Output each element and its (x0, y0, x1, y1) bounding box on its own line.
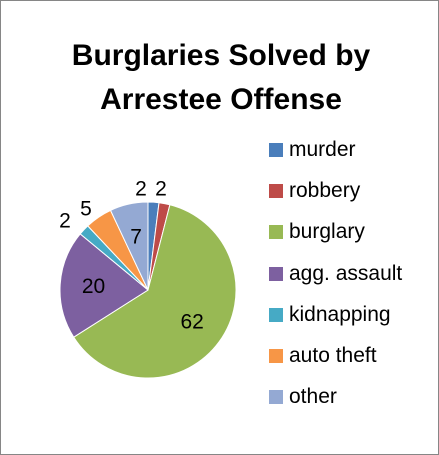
chart-title-line-2: Arrestee Offense (100, 83, 342, 116)
legend-item: kidnapping (269, 294, 402, 335)
legend-swatch (269, 142, 283, 157)
data-label-robbery: 2 (155, 178, 167, 201)
data-label-kidnapping: 2 (59, 210, 71, 233)
legend-item: robbery (269, 170, 402, 211)
legend-label: kidnapping (289, 302, 391, 326)
pie-slice-burglary (73, 204, 237, 379)
legend-label: agg. assault (289, 261, 403, 285)
legend-swatch (269, 307, 283, 322)
legend-label: burglary (289, 220, 365, 244)
legend-swatch (269, 183, 283, 198)
legend-swatch (269, 349, 283, 364)
data-label-burglary: 62 (180, 311, 203, 334)
legend-label: robbery (289, 178, 361, 202)
pie-slice-other (109, 201, 149, 291)
legend-swatch (269, 390, 283, 405)
legend-swatch (269, 266, 283, 281)
data-label-auto-theft: 5 (80, 198, 92, 221)
legend-label: auto theft (289, 344, 377, 368)
chart-title-line-1: Burglaries Solved by (71, 39, 371, 72)
legend-item: murder (269, 129, 402, 170)
pie-slice-agg-assault (59, 233, 149, 338)
legend-item: other (269, 377, 402, 418)
legend-label: other (289, 385, 337, 409)
legend: murder robbery burglary agg. assault kidnapp… (269, 129, 402, 418)
legend-swatch (269, 225, 283, 240)
legend-item: burglary (269, 212, 402, 253)
legend-label: murder (289, 137, 356, 161)
legend-item: auto theft (269, 335, 402, 376)
data-label-other: 7 (130, 225, 142, 248)
data-label-agg-assault: 20 (82, 275, 105, 298)
legend-item: agg. assault (269, 253, 402, 294)
chart-title: Burglaries Solved by Arrestee Offense (11, 34, 431, 122)
data-label-murder: 2 (135, 178, 147, 201)
